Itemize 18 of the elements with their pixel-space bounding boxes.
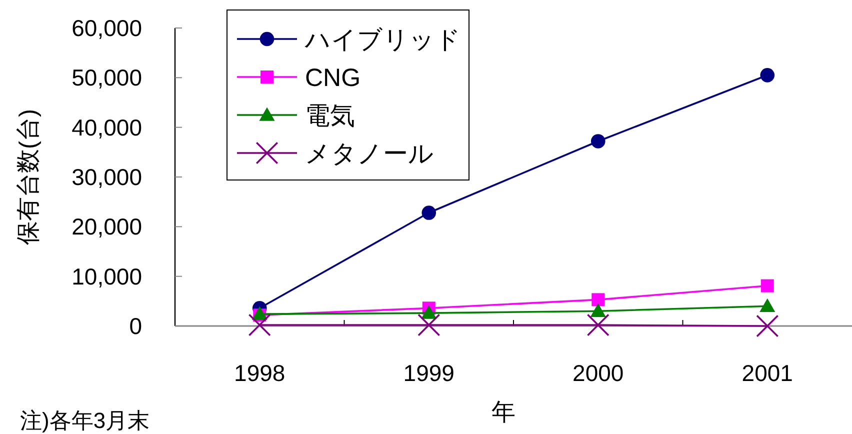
annotation: 注)各年3月末 xyxy=(20,408,150,433)
xlabel: 年 xyxy=(492,399,516,426)
ytick: 50,000 xyxy=(72,64,142,91)
xtick: 2000 xyxy=(572,360,624,386)
legend-label: 電気 xyxy=(305,102,355,130)
legend-label: CNG xyxy=(305,64,361,92)
ytick: 40,000 xyxy=(72,114,142,140)
xtick: 2001 xyxy=(742,360,793,386)
ylabel: 保有台数(台) xyxy=(15,109,42,245)
ytick: 0 xyxy=(129,313,142,339)
xtick: 1998 xyxy=(234,360,286,386)
legend-label: ハイブリッド xyxy=(305,26,461,54)
ytick: 30,000 xyxy=(72,164,142,190)
ytick: 10,000 xyxy=(72,263,142,290)
ytick: 20,000 xyxy=(72,214,142,240)
xtick: 1999 xyxy=(403,360,454,386)
ytick: 60,000 xyxy=(72,15,142,41)
legend-label: メタノール xyxy=(305,140,434,168)
